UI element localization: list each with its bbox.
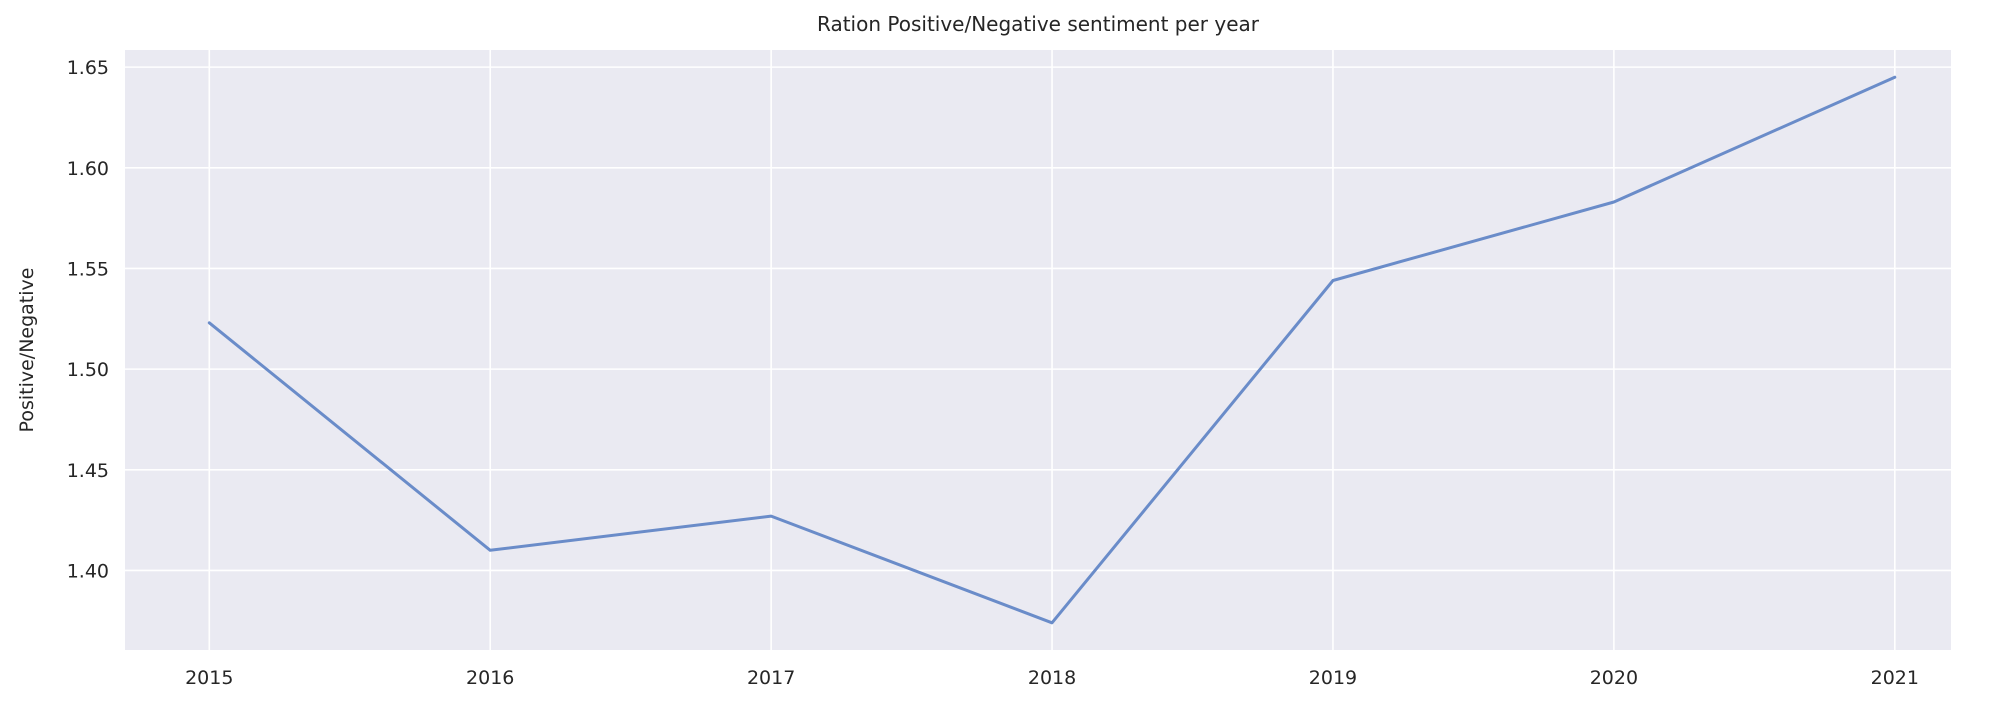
x-tick-label: 2017 [747,667,795,689]
y-tick-label: 1.65 [67,57,109,79]
x-tick-label: 2016 [466,667,514,689]
x-tick-label: 2021 [1871,667,1919,689]
y-tick-label: 1.40 [67,560,109,582]
grid-layer [125,50,1951,650]
x-tick-labels: 2015 2016 2017 2018 2019 2020 2021 [185,667,1919,689]
y-tick-label: 1.50 [67,359,109,381]
y-tick-label: 1.60 [67,158,109,180]
y-tick-label: 1.45 [67,460,109,482]
chart-title: Ration Positive/Negative sentiment per y… [817,12,1260,36]
y-axis-label: Positive/Negative [16,268,38,433]
y-tick-label: 1.55 [67,258,109,280]
x-tick-label: 2019 [1309,667,1357,689]
series-layer [207,75,1897,625]
y-tick-labels: 1.40 1.45 1.50 1.55 1.60 1.65 [67,57,109,582]
x-tick-label: 2015 [185,667,233,689]
series-line [207,75,1897,625]
x-tick-label: 2020 [1590,667,1638,689]
x-tick-label: 2018 [1028,667,1076,689]
plot-area [125,50,1951,650]
